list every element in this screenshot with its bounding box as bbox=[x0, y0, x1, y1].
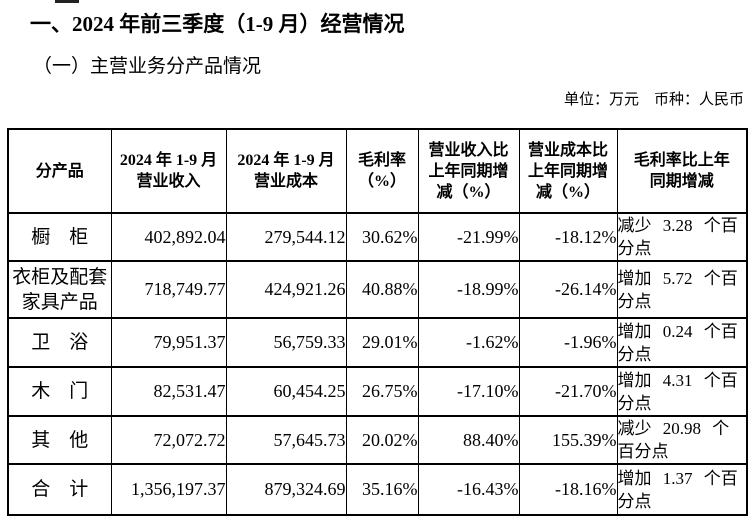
table-row: 卫 浴 79,951.37 56,759.33 29.01% -1.62% -1… bbox=[7, 317, 748, 368]
cost-yoy-cell: -1.96% bbox=[518, 317, 618, 368]
margin-yoy-cell: 增加 0.24 个百 分点 bbox=[616, 317, 748, 368]
cost-yoy-cell: -18.12% bbox=[518, 212, 618, 262]
cost-yoy-cell: -21.70% bbox=[518, 366, 618, 417]
table-row-total: 合 计 1,356,197.37 879,324.69 35.16% -16.4… bbox=[7, 463, 748, 516]
margin-yoy-cell: 减少 20.98 个 百分点 bbox=[616, 415, 748, 465]
revenue-yoy-cell: 88.40% bbox=[417, 415, 520, 465]
revenue-cell: 402,892.04 bbox=[110, 212, 227, 262]
margin-yoy-cell: 增加 4.31 个百 分点 bbox=[616, 366, 748, 417]
unit-currency-note: 单位：万元 币种：人民币 bbox=[563, 92, 744, 108]
table-row: 橱 柜 402,892.04 279,544.12 30.62% -21.99%… bbox=[7, 212, 748, 262]
cost-cell: 57,645.73 bbox=[225, 415, 347, 465]
revenue-cell: 1,356,197.37 bbox=[110, 463, 227, 516]
cost-yoy-cell: 155.39% bbox=[518, 415, 618, 465]
page-title: 一、2024 年前三季度（1-9 月）经营情况 bbox=[30, 12, 405, 36]
cropped-text-artifact bbox=[55, 0, 79, 3]
gross-margin-cell: 30.62% bbox=[345, 212, 419, 262]
margin-yoy-cell: 减少 3.28 个百 分点 bbox=[616, 212, 748, 262]
col-header-cost-yoy: 营业成本比 上年同期增 减（%） bbox=[518, 128, 618, 214]
margin-yoy-cell: 增加 1.37 个百 分点 bbox=[616, 463, 748, 516]
revenue-yoy-cell: -21.99% bbox=[417, 212, 520, 262]
product-name-cell: 合 计 bbox=[7, 463, 112, 516]
margin-yoy-cell: 增加 5.72 个百 分点 bbox=[616, 260, 748, 319]
table-row: 其 他 72,072.72 57,645.73 20.02% 88.40% 15… bbox=[7, 415, 748, 465]
product-name-cell: 橱 柜 bbox=[7, 212, 112, 262]
col-header-cost: 2024 年 1-9 月 营业成本 bbox=[225, 128, 347, 214]
revenue-cell: 79,951.37 bbox=[110, 317, 227, 368]
col-header-revenue: 2024 年 1-9 月 营业收入 bbox=[110, 128, 227, 214]
gross-margin-cell: 40.88% bbox=[345, 260, 419, 319]
product-name-cell: 其 他 bbox=[7, 415, 112, 465]
col-header-product: 分产品 bbox=[7, 128, 112, 214]
gross-margin-cell: 26.75% bbox=[345, 366, 419, 417]
table-row: 木 门 82,531.47 60,454.25 26.75% -17.10% -… bbox=[7, 366, 748, 417]
cost-cell: 56,759.33 bbox=[225, 317, 347, 368]
revenue-yoy-cell: -1.62% bbox=[417, 317, 520, 368]
revenue-yoy-cell: -16.43% bbox=[417, 463, 520, 516]
revenue-cell: 718,749.77 bbox=[110, 260, 227, 319]
revenue-cell: 82,531.47 bbox=[110, 366, 227, 417]
gross-margin-cell: 20.02% bbox=[345, 415, 419, 465]
cost-cell: 879,324.69 bbox=[225, 463, 347, 516]
cost-cell: 424,921.26 bbox=[225, 260, 347, 319]
cost-yoy-cell: -26.14% bbox=[518, 260, 618, 319]
table-row: 衣柜及配套 家具产品 718,749.77 424,921.26 40.88% … bbox=[7, 260, 748, 319]
col-header-gross-margin: 毛利率 （%） bbox=[345, 128, 419, 214]
gross-margin-cell: 29.01% bbox=[345, 317, 419, 368]
col-header-revenue-yoy: 营业收入比 上年同期增 减（%） bbox=[417, 128, 520, 214]
cost-yoy-cell: -18.16% bbox=[518, 463, 618, 516]
cost-cell: 279,544.12 bbox=[225, 212, 347, 262]
product-name-cell: 衣柜及配套 家具产品 bbox=[7, 260, 112, 319]
cost-cell: 60,454.25 bbox=[225, 366, 347, 417]
revenue-yoy-cell: -17.10% bbox=[417, 366, 520, 417]
gross-margin-cell: 35.16% bbox=[345, 463, 419, 516]
col-header-margin-yoy: 毛利率比上年 同期增减 bbox=[616, 128, 748, 214]
product-name-cell: 木 门 bbox=[7, 366, 112, 417]
section-subtitle: （一）主营业务分产品情况 bbox=[33, 56, 262, 77]
revenue-yoy-cell: -18.99% bbox=[417, 260, 520, 319]
product-name-cell: 卫 浴 bbox=[7, 317, 112, 368]
revenue-cell: 72,072.72 bbox=[110, 415, 227, 465]
table-header-row: 分产品 2024 年 1-9 月 营业收入 2024 年 1-9 月 营业成本 … bbox=[7, 128, 748, 214]
products-table: 分产品 2024 年 1-9 月 营业收入 2024 年 1-9 月 营业成本 … bbox=[7, 128, 748, 516]
